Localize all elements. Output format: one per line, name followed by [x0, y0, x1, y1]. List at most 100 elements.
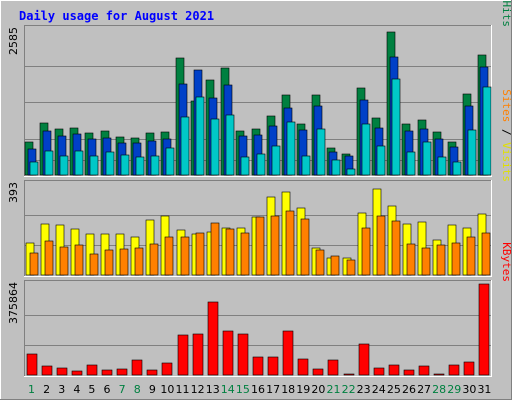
- chart-panels: 2585 Pages / Files / Hits 393 Sites / Visit…: [7, 0, 512, 377]
- bar-pages-day-19: [301, 155, 311, 176]
- x-tick-label-day-16: 16: [251, 383, 265, 396]
- bar-kbytes-day-16: [252, 356, 264, 376]
- bar-sites-day-24: [376, 215, 386, 276]
- bar-pages-day-22: [346, 168, 356, 176]
- x-tick-label-day-26: 26: [402, 383, 416, 396]
- bar-kbytes-day-20: [312, 368, 324, 376]
- axis-title: KBytes: [500, 242, 512, 282]
- bar-sites-day-17: [270, 215, 280, 276]
- bar-pages-day-25: [391, 78, 401, 176]
- panel-visits-sites: 393 Sites / Visits: [7, 89, 512, 277]
- bar-pages-day-11: [180, 116, 190, 176]
- x-tick-label-day-2: 2: [43, 383, 50, 396]
- bar-sites-day-3: [59, 246, 69, 276]
- bar-kbytes-day-14: [222, 330, 234, 376]
- axis-title-segment: KBytes: [500, 242, 512, 282]
- x-tick-label-day-7: 7: [119, 383, 126, 396]
- bar-sites-day-4: [74, 244, 84, 276]
- bar-pages-day-26: [406, 151, 416, 176]
- chart-title: Daily usage for August 2021: [19, 9, 214, 23]
- panel-hits-files-pages: 2585 Pages / Files / Hits: [7, 0, 512, 177]
- bar-pages-day-27: [422, 141, 432, 176]
- x-tick-label-day-4: 4: [73, 383, 80, 396]
- bar-kbytes-day-3: [56, 367, 68, 376]
- bar-sites-day-20: [315, 249, 325, 276]
- x-tick-label-day-19: 19: [296, 383, 310, 396]
- bar-pages-day-6: [105, 151, 115, 176]
- bar-sites-day-28: [436, 244, 446, 276]
- bar-sites-day-5: [89, 253, 99, 276]
- bar-pages-day-3: [59, 155, 69, 176]
- x-tick-label-day-5: 5: [88, 383, 95, 396]
- bar-sites-day-13: [210, 222, 220, 276]
- bar-kbytes-day-12: [192, 333, 204, 376]
- x-tick-label-day-22: 22: [342, 383, 356, 396]
- bar-kbytes-day-28: [433, 373, 445, 376]
- bar-sites-day-2: [44, 240, 54, 276]
- bar-sites-day-25: [391, 220, 401, 276]
- bar-kbytes-day-2: [41, 365, 53, 376]
- bar-kbytes-day-26: [403, 369, 415, 376]
- axis-title: Sites / Visits: [500, 89, 512, 182]
- bar-pages-day-12: [195, 96, 205, 176]
- panel-kbytes: 375864 KBytes: [7, 242, 512, 377]
- axis-title-segment: Sites: [500, 89, 512, 122]
- x-tick-label-day-20: 20: [311, 383, 325, 396]
- bar-kbytes-day-23: [358, 343, 370, 376]
- bar-kbytes-day-10: [161, 362, 173, 376]
- bar-kbytes-day-13: [207, 301, 219, 376]
- bar-pages-day-9: [150, 155, 160, 176]
- bar-pages-day-29: [452, 161, 462, 176]
- bar-kbytes-day-30: [463, 361, 475, 376]
- bar-kbytes-day-11: [177, 334, 189, 376]
- x-tick-label-day-23: 23: [357, 383, 371, 396]
- bar-pages-day-5: [89, 155, 99, 176]
- axis-title-segment: /: [500, 0, 512, 1]
- axis-title-segment: Hits: [500, 1, 512, 28]
- bar-pages-day-16: [256, 153, 266, 176]
- x-tick-label-day-14: 14: [221, 383, 235, 396]
- x-tick-label-day-3: 3: [58, 383, 65, 396]
- bar-pages-day-13: [210, 118, 220, 176]
- axis-title-segment: /: [500, 122, 512, 142]
- bar-kbytes-day-15: [237, 333, 249, 376]
- x-tick-label-day-12: 12: [191, 383, 205, 396]
- bar-sites-day-10: [164, 236, 174, 276]
- x-axis-labels: 1 2 3 4 5 6 7 8 9 10 11 12 13 14 15 16 17 18 19 20 21 22 23 24 2…: [28, 383, 491, 396]
- bar-kbytes-day-17: [267, 356, 279, 376]
- bar-kbytes-day-4: [71, 370, 83, 376]
- bar-kbytes-day-8: [131, 359, 143, 376]
- bar-kbytes-day-7: [116, 368, 128, 376]
- max-value-label: 2585: [7, 27, 20, 55]
- x-tick-label-day-25: 25: [387, 383, 401, 396]
- x-tick-label-day-11: 11: [176, 383, 190, 396]
- bar-sites-day-23: [361, 227, 371, 276]
- x-tick-label-day-31: 31: [477, 383, 491, 396]
- bar-sites-day-29: [451, 242, 461, 276]
- x-tick-label-day-10: 10: [160, 383, 174, 396]
- x-tick-label-day-13: 13: [206, 383, 220, 396]
- max-value-label: 375864: [7, 282, 20, 324]
- bar-kbytes-day-29: [448, 364, 460, 376]
- bar-sites-day-12: [195, 232, 205, 276]
- x-tick-label-day-9: 9: [149, 383, 156, 396]
- bar-sites-day-11: [180, 236, 190, 276]
- bar-kbytes-day-1: [26, 353, 38, 376]
- x-tick-label-day-18: 18: [281, 383, 295, 396]
- axis-title-segment: Visits: [500, 142, 512, 182]
- axis-title: Pages / Files / Hits: [500, 0, 512, 27]
- bar-sites-day-15: [240, 232, 250, 276]
- bar-sites-day-30: [466, 236, 476, 276]
- bar-kbytes-day-27: [418, 365, 430, 376]
- bar-sites-day-26: [406, 243, 416, 276]
- x-tick-label-day-8: 8: [134, 383, 141, 396]
- bar-pages-day-20: [316, 128, 326, 176]
- bar-pages-day-28: [437, 156, 447, 176]
- bar-sites-day-1: [29, 252, 39, 276]
- bar-sites-day-21: [330, 255, 340, 276]
- bar-pages-day-23: [361, 123, 371, 176]
- max-value-label: 393: [7, 182, 20, 203]
- bar-kbytes-day-24: [373, 367, 385, 376]
